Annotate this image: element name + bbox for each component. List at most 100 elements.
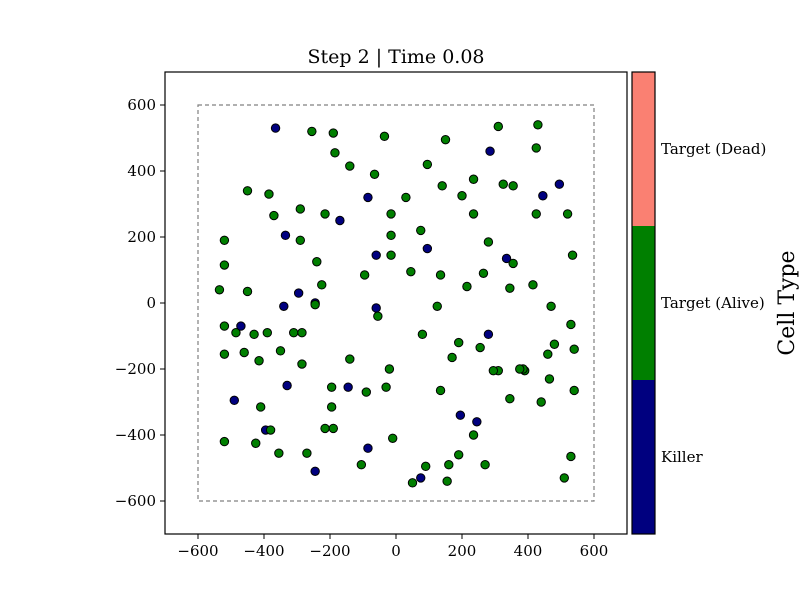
x-tick-label: −600 [177, 542, 218, 560]
point-killer [371, 250, 381, 260]
point-target-alive [417, 329, 428, 340]
point-killer [335, 215, 345, 226]
point-target-alive [468, 209, 479, 219]
point-target-alive [326, 382, 337, 392]
point-target-alive [361, 387, 371, 397]
point-target-alive [454, 450, 464, 460]
point-target-alive [462, 281, 472, 292]
point-target-alive [483, 237, 494, 247]
point-target-alive [297, 328, 307, 338]
point-target-alive [454, 337, 464, 348]
point-target-alive [312, 257, 322, 267]
point-target-alive [269, 210, 279, 221]
point-killer [371, 303, 381, 313]
point-target-alive [275, 346, 286, 356]
colorbar-segment-target-alive [632, 226, 655, 380]
point-target-alive [219, 321, 230, 331]
point-killer [282, 380, 292, 391]
point-target-alive [384, 364, 395, 374]
y-tick-label: 400 [127, 162, 156, 180]
point-target-alive [254, 356, 264, 366]
point-target-alive [231, 328, 241, 338]
point-target-alive [493, 121, 503, 132]
point-target-alive [219, 235, 230, 246]
point-target-alive [307, 126, 317, 137]
point-killer [501, 253, 512, 264]
point-target-alive [528, 280, 538, 290]
point-target-alive [219, 349, 230, 359]
point-target-alive [256, 402, 266, 412]
point-killer [554, 179, 565, 189]
point-target-alive [508, 258, 518, 269]
point-target-alive [379, 131, 390, 142]
point-target-alive [569, 344, 579, 354]
point-target-alive [219, 436, 230, 447]
point-target-alive [488, 365, 499, 376]
y-tick-label: −200 [115, 360, 156, 378]
point-target-alive [531, 143, 541, 153]
point-killer [485, 146, 495, 156]
point-target-alive [297, 359, 307, 369]
point-killer [270, 123, 281, 133]
point-target-alive [543, 349, 553, 359]
x-tick-label: −200 [309, 542, 350, 560]
point-target-alive [549, 339, 560, 349]
colorbar-label: Target (Dead) [661, 140, 766, 158]
point-target-alive [320, 423, 330, 434]
colorbar-title: Cell Type [775, 250, 800, 355]
point-target-alive [437, 181, 447, 191]
point-killer [280, 230, 291, 241]
point-killer [483, 329, 494, 340]
point-target-alive [442, 476, 452, 486]
x-tick-label: 600 [580, 542, 609, 560]
point-target-alive [386, 230, 396, 241]
x-tick-label: 200 [448, 542, 477, 560]
point-target-alive [401, 192, 411, 203]
point-target-alive [566, 319, 576, 330]
x-tick-label: −400 [243, 542, 284, 560]
point-target-alive [546, 301, 556, 311]
point-killer [363, 443, 373, 453]
point-target-alive [310, 299, 320, 310]
point-target-alive [345, 161, 355, 171]
point-target-alive [432, 301, 442, 311]
point-target-alive [369, 169, 380, 180]
point-killer [279, 301, 289, 311]
point-killer [455, 410, 466, 420]
x-tick-label: 0 [391, 542, 401, 560]
point-target-alive [567, 250, 578, 260]
colorbar-segment-target-dead [632, 72, 655, 226]
point-target-alive [498, 179, 508, 189]
point-target-alive [265, 425, 276, 435]
point-target-alive [326, 402, 337, 412]
point-target-alive [457, 191, 467, 201]
point-target-alive [468, 174, 479, 184]
point-target-alive [416, 225, 426, 236]
point-target-alive [435, 385, 446, 396]
boundary-box [197, 104, 595, 502]
point-target-alive [328, 423, 338, 434]
point-target-alive [544, 374, 555, 384]
point-target-alive [468, 430, 479, 440]
point-target-alive [569, 385, 579, 396]
point-target-alive [373, 311, 383, 321]
point-target-alive [505, 283, 515, 293]
point-target-alive [559, 473, 569, 483]
point-target-alive [475, 342, 485, 353]
point-killer [229, 395, 240, 406]
point-target-alive [381, 382, 391, 392]
point-target-alive [422, 159, 433, 170]
point-target-alive [435, 270, 446, 280]
colorbar-label: Target (Alive) [661, 294, 765, 312]
point-target-alive [407, 478, 418, 488]
x-tick-label: 400 [514, 542, 543, 560]
point-target-alive [356, 460, 367, 470]
point-killer [416, 473, 426, 483]
point-target-alive [515, 364, 525, 374]
point-target-alive [249, 329, 259, 340]
point-target-alive [444, 460, 454, 470]
point-target-alive [508, 181, 518, 191]
point-killer [293, 288, 304, 298]
point-target-alive [289, 328, 299, 338]
point-target-alive [566, 451, 576, 462]
